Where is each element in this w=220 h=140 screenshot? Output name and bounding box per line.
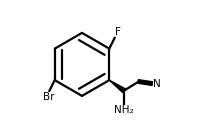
Text: NH₂: NH₂: [114, 105, 134, 115]
Text: F: F: [115, 27, 121, 37]
Text: Br: Br: [43, 92, 55, 102]
Polygon shape: [109, 80, 125, 93]
Text: N: N: [153, 79, 160, 88]
